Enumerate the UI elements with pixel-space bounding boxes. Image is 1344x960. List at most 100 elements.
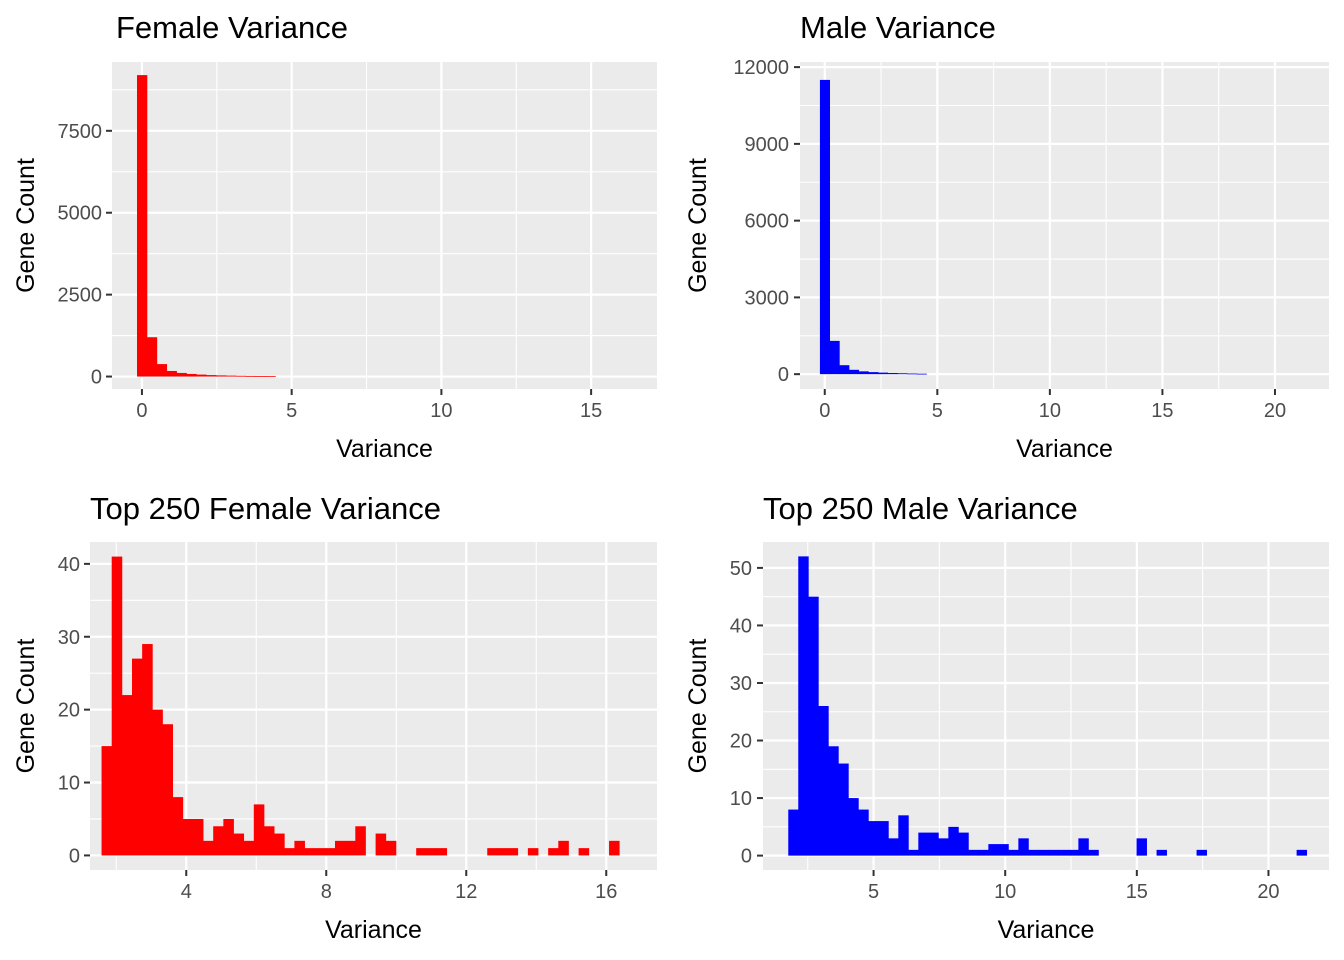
- y-tick-label: 30: [58, 627, 80, 649]
- chart-title: Top 250 Male Variance: [763, 491, 1078, 526]
- histogram-bar: [274, 833, 285, 856]
- x-tick-label: 5: [286, 400, 297, 422]
- histogram-bar: [788, 809, 799, 856]
- female-variance-chart: 0 5 10 15 0 2500 5000 7500 Female Variance Varian…: [12, 10, 657, 463]
- histogram-bar: [265, 376, 276, 378]
- histogram-bar: [838, 763, 849, 856]
- histogram-bar: [335, 840, 346, 856]
- y-tick-label: 0: [778, 364, 789, 386]
- y-axis: 0 10 20 30 40 50: [730, 558, 763, 868]
- histogram-bar: [558, 840, 569, 856]
- x-tick-label: 16: [595, 881, 617, 903]
- histogram-bar: [416, 848, 427, 856]
- histogram-bar: [101, 746, 113, 856]
- histogram-bar: [176, 372, 187, 377]
- x-axis: 0 5 10 15: [136, 389, 602, 422]
- histogram-bar: [294, 840, 305, 856]
- y-tick-label: 10: [730, 788, 752, 810]
- x-tick-label: 20: [1264, 400, 1286, 422]
- histogram-bar: [225, 375, 237, 377]
- histogram-bar: [1088, 849, 1099, 856]
- histogram-bar: [111, 556, 123, 856]
- histogram-bar: [818, 706, 829, 856]
- histogram-bar: [192, 818, 204, 856]
- histogram-bar: [819, 79, 831, 375]
- x-tick-label: 0: [136, 400, 147, 422]
- y-tick-label: 30: [730, 673, 752, 695]
- y-tick-label: 2500: [58, 285, 103, 307]
- histogram-bar: [958, 832, 969, 856]
- histogram-bar: [1018, 838, 1029, 856]
- histogram-bar: [888, 838, 899, 856]
- y-tick-label: 3000: [745, 287, 790, 309]
- histogram-bar: [426, 848, 437, 856]
- y-tick-label: 9000: [745, 134, 790, 156]
- histogram-bar: [121, 695, 133, 856]
- histogram-bar: [1156, 849, 1167, 856]
- histogram-bar: [916, 373, 927, 375]
- histogram-bar: [186, 373, 197, 377]
- histogram-bar: [839, 365, 850, 375]
- y-tick-label: 10: [58, 773, 80, 795]
- x-tick-label: 5: [868, 881, 879, 903]
- histogram-bar: [235, 375, 247, 377]
- histogram-bar: [968, 849, 979, 856]
- x-tick-label: 12: [455, 881, 477, 903]
- histogram-bar: [233, 833, 245, 856]
- histogram-bar: [255, 376, 266, 377]
- x-tick-label: 8: [321, 881, 332, 903]
- histogram-bar: [137, 75, 148, 377]
- histogram-bar: [908, 849, 919, 856]
- histogram-bar: [497, 848, 508, 856]
- x-tick-label: 15: [1151, 400, 1173, 422]
- x-axis-label: Variance: [1016, 435, 1113, 463]
- histogram-bar: [848, 798, 859, 856]
- histogram-bar: [918, 832, 929, 856]
- histogram-bar: [858, 809, 869, 856]
- histogram-bars: [137, 75, 276, 378]
- histogram-bar: [897, 373, 908, 375]
- histogram-bar: [808, 596, 819, 856]
- histogram-bar: [1196, 849, 1207, 856]
- histogram-bar: [206, 375, 217, 377]
- histogram-bar: [304, 848, 316, 856]
- histogram-bar: [1068, 849, 1079, 856]
- histogram-bar: [172, 797, 184, 856]
- x-axis: 4 8 12 16: [181, 870, 617, 903]
- histogram-bar: [868, 821, 879, 856]
- histogram-bar: [1136, 838, 1147, 856]
- histogram-bar: [156, 364, 168, 377]
- histogram-bar: [878, 821, 889, 856]
- histogram-bar: [887, 373, 898, 375]
- histogram-bar: [216, 375, 227, 377]
- histogram-bar: [1078, 838, 1089, 856]
- histogram-bar: [609, 840, 620, 856]
- y-tick-label: 20: [58, 700, 80, 722]
- chart-title: Male Variance: [800, 10, 996, 45]
- histogram-bar: [182, 818, 194, 856]
- y-axis: 0 10 20 30 40: [58, 554, 90, 867]
- histogram-bar: [1048, 849, 1059, 856]
- y-tick-label: 6000: [745, 211, 790, 233]
- y-tick-label: 0: [741, 846, 752, 868]
- histogram-bars: [101, 556, 620, 856]
- histogram-bar: [948, 826, 959, 856]
- y-axis-label: Gene Count: [684, 158, 712, 293]
- histogram-bar: [146, 337, 158, 377]
- y-axis-label: Gene Count: [12, 639, 40, 774]
- histogram-bar: [1008, 849, 1019, 856]
- histogram-bar: [314, 848, 326, 856]
- x-tick-label: 10: [1039, 400, 1061, 422]
- histogram-bar: [928, 832, 939, 856]
- top250-male-variance-chart: 5 10 15 20 0 10 20 30 40 50 Top 250 Male Variance V…: [684, 491, 1329, 944]
- histogram-bar: [907, 373, 918, 375]
- histogram-bar: [578, 848, 590, 856]
- histogram-bar: [988, 844, 999, 856]
- x-tick-label: 10: [994, 881, 1016, 903]
- y-axis-label: Gene Count: [12, 158, 40, 293]
- histogram-bar: [829, 340, 840, 375]
- histogram-bar: [263, 826, 275, 856]
- histogram-bar: [253, 804, 265, 856]
- histogram-bar: [938, 838, 949, 856]
- histogram-bar: [152, 709, 163, 856]
